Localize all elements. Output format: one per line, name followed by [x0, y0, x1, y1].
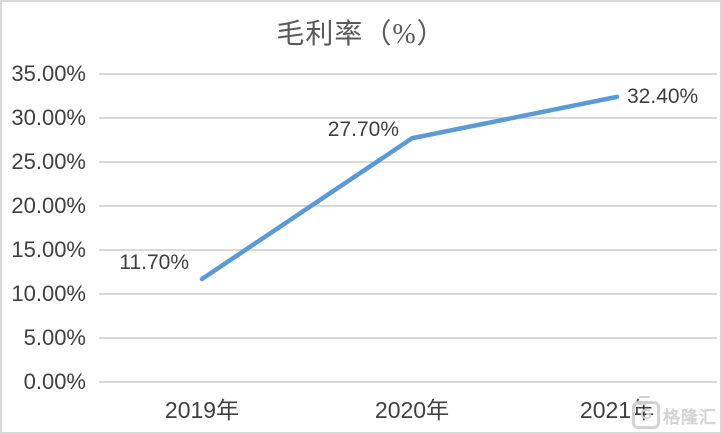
x-axis-tick-label: 2019年: [164, 397, 240, 423]
watermark-text: 格隆汇: [663, 407, 717, 427]
gridline: [99, 73, 717, 75]
gridline: [99, 293, 717, 295]
y-axis-tick-label: 0.00%: [23, 369, 86, 394]
gridline: [99, 205, 717, 207]
gridline: [99, 381, 717, 383]
y-axis-tick-label: 25.00%: [11, 149, 86, 174]
watermark-decoration-icon: [639, 396, 650, 398]
y-axis-tick-label: 35.00%: [11, 61, 86, 86]
gelonghui-logo-icon: G: [632, 401, 660, 429]
watermark: G 格隆汇: [632, 401, 717, 429]
y-axis-tick-label: 10.00%: [11, 281, 86, 306]
gridline: [99, 161, 717, 163]
data-label: 27.70%: [327, 118, 399, 142]
y-axis-tick-label: 30.00%: [11, 105, 86, 130]
y-axis-tick-label: 15.00%: [11, 237, 86, 262]
y-axis-tick-label: 20.00%: [11, 193, 86, 218]
watermark-decoration-icon: [635, 403, 646, 405]
gridline: [99, 249, 717, 251]
y-axis-tick-label: 5.00%: [23, 325, 86, 350]
chart-title: 毛利率（%）: [276, 19, 446, 50]
gridline: [99, 337, 717, 339]
gridline: [99, 117, 717, 119]
data-label: 11.70%: [119, 251, 189, 275]
data-label: 32.40%: [627, 84, 699, 108]
x-axis-tick-label: 2020年: [374, 397, 450, 423]
